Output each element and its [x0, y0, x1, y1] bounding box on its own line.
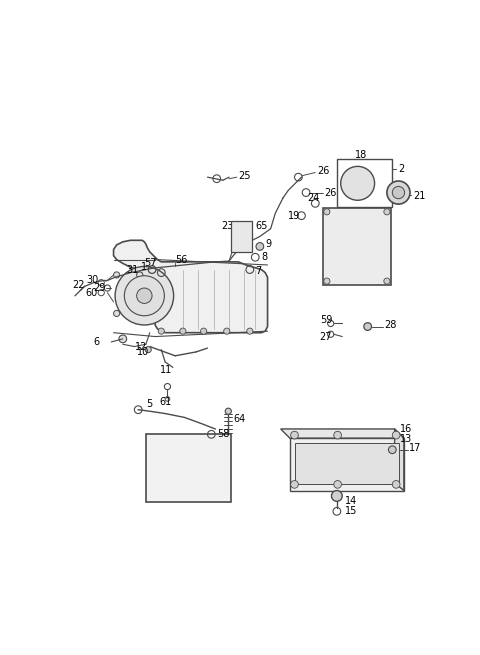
Polygon shape — [290, 438, 404, 491]
Text: 61: 61 — [160, 397, 172, 407]
Text: 8: 8 — [262, 252, 267, 262]
Circle shape — [114, 272, 120, 278]
Text: 21: 21 — [413, 191, 425, 200]
Text: 28: 28 — [384, 320, 397, 330]
Polygon shape — [114, 240, 267, 333]
Text: 58: 58 — [217, 429, 229, 440]
Circle shape — [384, 278, 390, 284]
Text: 20: 20 — [345, 172, 357, 182]
Text: 26: 26 — [324, 187, 337, 198]
Circle shape — [119, 335, 127, 343]
Text: 18: 18 — [355, 150, 368, 160]
Text: 64: 64 — [234, 414, 246, 424]
Bar — [230, 221, 252, 252]
Circle shape — [388, 446, 396, 454]
Circle shape — [180, 328, 186, 334]
Circle shape — [145, 346, 151, 353]
Text: 1: 1 — [141, 262, 147, 272]
Text: 30: 30 — [86, 275, 98, 286]
Circle shape — [364, 323, 372, 330]
Circle shape — [124, 276, 164, 316]
Text: 60: 60 — [86, 288, 98, 297]
Circle shape — [334, 481, 341, 488]
Circle shape — [324, 278, 330, 284]
Text: 29: 29 — [94, 283, 106, 293]
Text: 12: 12 — [135, 341, 147, 352]
Text: 57: 57 — [144, 259, 157, 269]
Circle shape — [332, 491, 342, 501]
Circle shape — [115, 267, 174, 325]
Circle shape — [392, 431, 400, 439]
Circle shape — [224, 328, 230, 334]
Circle shape — [387, 181, 410, 204]
Circle shape — [384, 209, 390, 215]
Text: 7: 7 — [255, 266, 262, 276]
Text: 14: 14 — [345, 496, 357, 506]
Text: 6: 6 — [94, 337, 100, 347]
Text: 5: 5 — [146, 398, 152, 409]
Bar — [337, 159, 392, 207]
Text: 22: 22 — [73, 280, 85, 290]
Circle shape — [114, 310, 120, 316]
Circle shape — [392, 187, 405, 198]
Bar — [323, 208, 391, 285]
Text: 59: 59 — [320, 315, 332, 326]
Circle shape — [225, 408, 231, 415]
Text: 56: 56 — [175, 255, 188, 265]
Bar — [295, 443, 399, 485]
Text: 24: 24 — [308, 193, 320, 203]
Circle shape — [291, 481, 299, 488]
Circle shape — [256, 242, 264, 250]
Text: 23: 23 — [221, 221, 234, 231]
Circle shape — [334, 431, 341, 439]
Text: 10: 10 — [137, 347, 149, 357]
Bar — [146, 434, 230, 502]
Circle shape — [137, 288, 152, 303]
Text: 25: 25 — [238, 170, 251, 181]
Circle shape — [247, 328, 253, 334]
Text: 11: 11 — [160, 365, 172, 375]
Circle shape — [201, 328, 207, 334]
Text: 26: 26 — [317, 166, 329, 176]
Text: 65: 65 — [255, 221, 268, 231]
Text: 27: 27 — [319, 331, 332, 341]
Polygon shape — [395, 429, 404, 491]
Text: 17: 17 — [409, 443, 421, 453]
Text: 19: 19 — [288, 211, 300, 221]
Circle shape — [392, 481, 400, 488]
Text: 2: 2 — [398, 164, 405, 174]
Circle shape — [324, 209, 330, 215]
Text: 13: 13 — [400, 434, 412, 444]
Polygon shape — [281, 429, 404, 438]
Text: 15: 15 — [345, 506, 357, 516]
Text: 9: 9 — [265, 239, 271, 249]
Circle shape — [158, 328, 164, 334]
Circle shape — [341, 166, 374, 200]
Text: 31: 31 — [127, 265, 139, 274]
Circle shape — [291, 431, 299, 439]
Text: 16: 16 — [400, 424, 412, 434]
